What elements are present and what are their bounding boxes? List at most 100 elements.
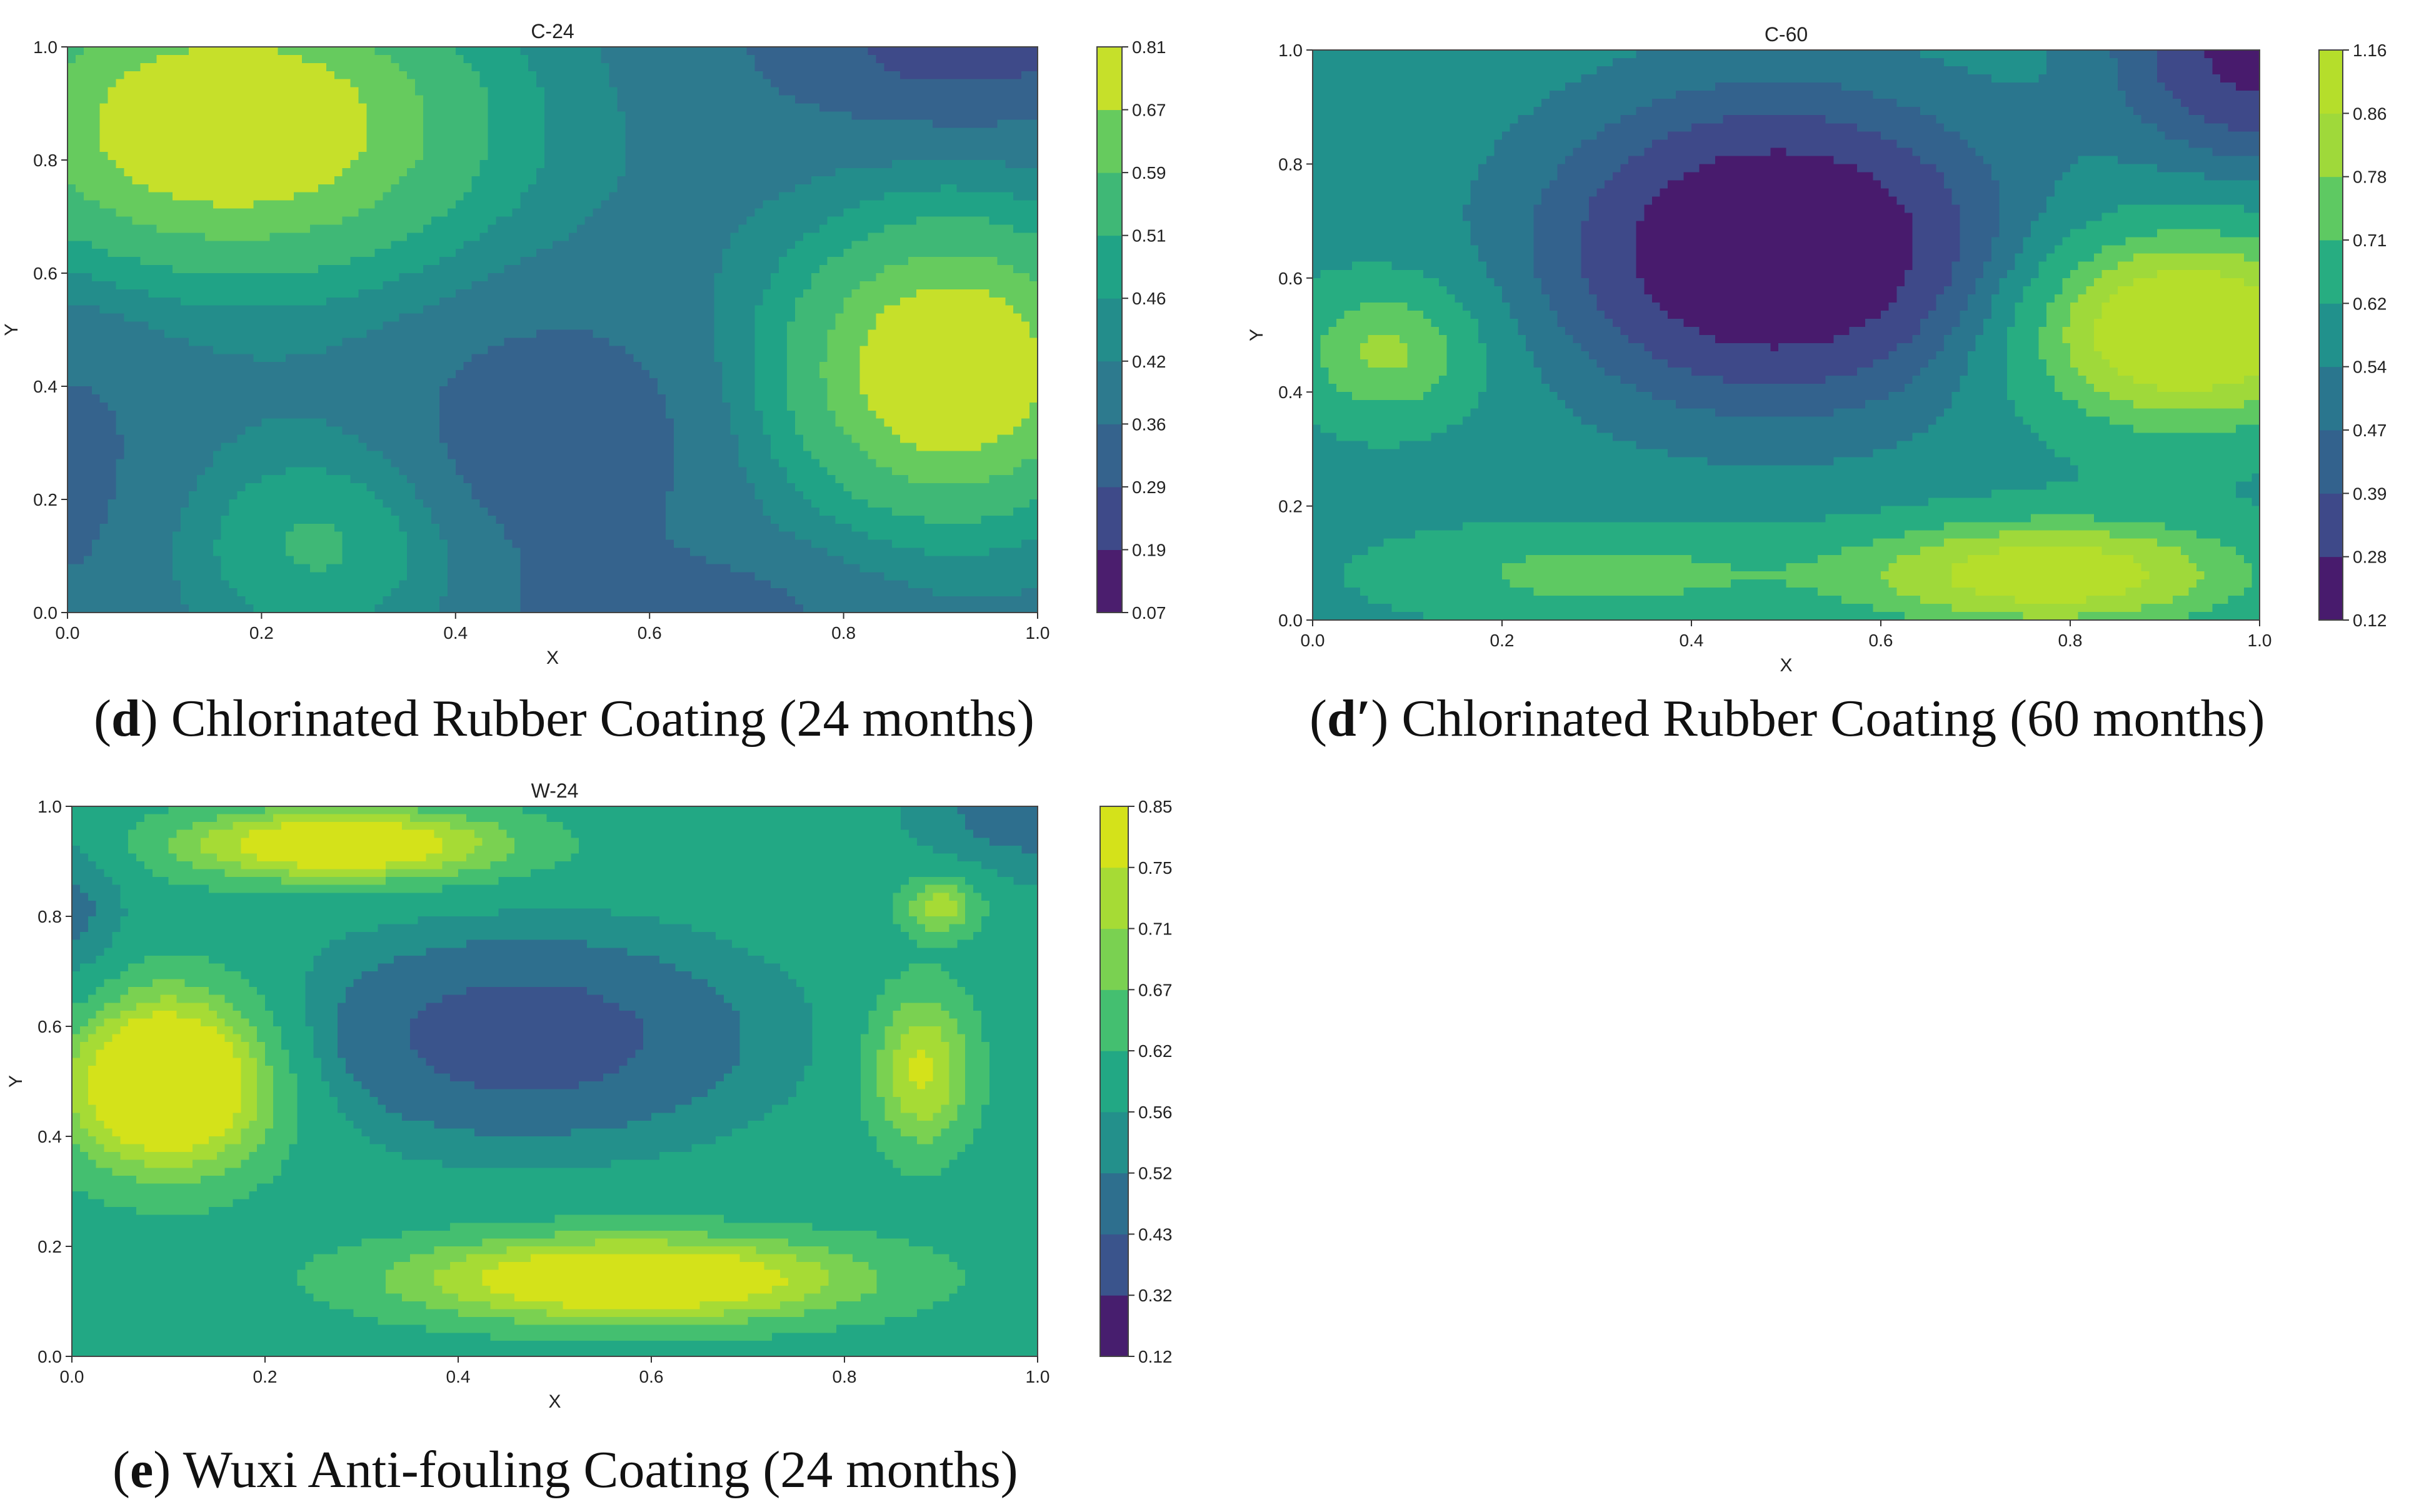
contour-cell bbox=[859, 370, 1038, 379]
contour-cell bbox=[989, 1049, 1038, 1058]
colorbar-band bbox=[1100, 806, 1128, 868]
contour-cell bbox=[2054, 449, 2260, 458]
contour-cell bbox=[2062, 286, 2086, 295]
contour-cell bbox=[189, 491, 238, 500]
contour-cell bbox=[1588, 286, 1645, 295]
contour-cell bbox=[771, 79, 1038, 88]
contour-cell bbox=[455, 370, 650, 379]
contour-cell bbox=[1951, 579, 2142, 588]
contour-cell bbox=[730, 410, 763, 419]
contour-cell bbox=[305, 979, 354, 988]
contour-cell bbox=[241, 1159, 282, 1168]
contour-cell bbox=[273, 1120, 298, 1129]
contour-cell bbox=[442, 994, 604, 1003]
contour-cell bbox=[674, 434, 739, 444]
contour-cell bbox=[901, 1168, 942, 1176]
contour-cell bbox=[2062, 335, 2095, 344]
contour-cell bbox=[1912, 221, 1960, 230]
contour-cell bbox=[112, 1128, 226, 1137]
contour-cell bbox=[2133, 554, 2189, 564]
contour-cell bbox=[965, 1081, 990, 1090]
contour-cell bbox=[901, 884, 926, 893]
y-tick-label: 0.6 bbox=[38, 1017, 62, 1036]
contour-cell bbox=[79, 1049, 97, 1058]
contour-cell bbox=[1786, 563, 1890, 572]
contour-cell bbox=[1605, 368, 1692, 376]
contour-cell bbox=[1533, 213, 1590, 222]
contour-cell bbox=[471, 63, 529, 72]
contour-cell bbox=[530, 1254, 741, 1263]
contour-cell bbox=[587, 987, 716, 996]
contour-cell bbox=[116, 426, 246, 436]
contour-cell bbox=[241, 1065, 258, 1074]
contour-cell bbox=[900, 71, 1022, 80]
contour-cell bbox=[1013, 877, 1038, 886]
colorbar-tick-label: 0.71 bbox=[2353, 231, 2387, 250]
contour-cell bbox=[1313, 302, 1361, 311]
colorbar-tick-label: 0.07 bbox=[1132, 603, 1166, 623]
contour-cell bbox=[1029, 402, 1038, 411]
contour-cell bbox=[514, 1317, 749, 1326]
contour-cell bbox=[401, 1113, 652, 1121]
contour-cell bbox=[1313, 441, 1368, 449]
contour-cell bbox=[72, 861, 97, 870]
contour-cell bbox=[2188, 139, 2260, 148]
contour-cell bbox=[1518, 115, 1621, 124]
contour-cell bbox=[997, 119, 1038, 128]
contour-cell bbox=[2070, 343, 2095, 352]
contour-cell bbox=[447, 548, 521, 557]
contour-cell bbox=[104, 1018, 129, 1027]
contour-cell bbox=[1502, 131, 1598, 140]
contour-cell bbox=[221, 572, 408, 581]
contour-cell bbox=[2243, 554, 2260, 564]
contour-cell bbox=[893, 916, 918, 925]
contour-cell bbox=[68, 491, 117, 500]
contour-cell bbox=[1983, 269, 2008, 279]
contour-cell bbox=[1313, 506, 1881, 515]
contour-cell bbox=[827, 354, 861, 363]
contour-cell bbox=[722, 370, 755, 379]
contour-cell bbox=[1668, 310, 1881, 319]
colorbar-tick-label: 0.85 bbox=[1138, 797, 1173, 816]
contour-cell bbox=[884, 1104, 901, 1113]
contour-cell bbox=[257, 1065, 274, 1074]
contour-cell bbox=[96, 1159, 145, 1168]
y-tick-label: 0.0 bbox=[33, 603, 58, 623]
contour-cell bbox=[196, 475, 262, 484]
contour-cell bbox=[884, 1026, 909, 1035]
contour-cell bbox=[2165, 83, 2236, 91]
contour-cell bbox=[723, 1073, 805, 1082]
contour-cell bbox=[859, 564, 1038, 573]
contour-cell bbox=[1691, 368, 1858, 376]
contour-cell bbox=[1960, 131, 2166, 140]
contour-cell bbox=[72, 971, 121, 980]
contour-cell bbox=[633, 354, 715, 363]
contour-cell bbox=[1588, 213, 1645, 222]
contour-cell bbox=[423, 119, 489, 128]
contour-cell bbox=[1352, 261, 1392, 271]
contour-cell bbox=[88, 994, 121, 1003]
contour-cell bbox=[2156, 74, 2221, 83]
contour-cell bbox=[780, 1301, 837, 1310]
contour-cell bbox=[916, 1136, 934, 1145]
contour-cell bbox=[116, 208, 359, 218]
contour-cell bbox=[326, 467, 399, 476]
contour-cell bbox=[506, 1246, 756, 1255]
contour-cell bbox=[1391, 261, 1487, 271]
contour-cell bbox=[96, 987, 129, 996]
contour-cell bbox=[278, 47, 376, 56]
contour-cell bbox=[940, 184, 958, 193]
contour-cell bbox=[625, 152, 1038, 161]
contour-cell bbox=[245, 426, 343, 436]
contour-cell bbox=[426, 853, 467, 862]
contour-cell bbox=[68, 297, 181, 306]
contour-cell bbox=[916, 916, 966, 925]
contour-cell bbox=[1786, 148, 1913, 156]
contour-cell bbox=[739, 1018, 813, 1027]
colorbar-band bbox=[1097, 173, 1122, 236]
contour-cell bbox=[916, 289, 989, 298]
contour-cell bbox=[257, 1183, 1038, 1192]
contour-cell bbox=[2133, 107, 2189, 116]
contour-cell bbox=[99, 136, 368, 144]
contour-cell bbox=[72, 979, 105, 988]
